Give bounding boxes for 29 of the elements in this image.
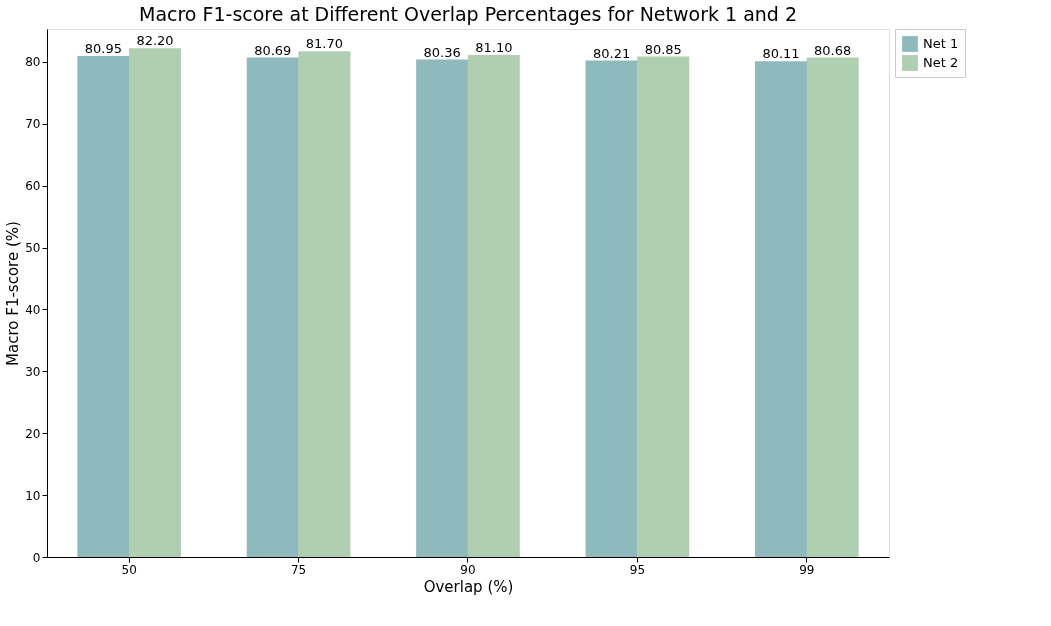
y-tick-label: 10 [25, 488, 41, 503]
y-tick-label: 60 [25, 179, 41, 194]
x-tick-label: 75 [290, 562, 307, 577]
x-axis-title: Overlap (%) [423, 577, 514, 596]
data-label: 81.70 [305, 36, 344, 52]
chart-title: Macro F1-score at Different Overlap Percentages for Network 1 and 2 [138, 2, 798, 25]
data-label: 82.20 [136, 33, 174, 49]
data-label: 80.85 [644, 41, 682, 57]
x-tick-label: 50 [121, 562, 137, 577]
x-tick-label: 90 [460, 562, 476, 577]
data-label: 80.68 [814, 42, 852, 58]
data-label: 80.95 [84, 40, 122, 56]
data-label: 81.10 [475, 40, 513, 55]
data-label: 80.36 [423, 44, 461, 60]
legend-label: Net 1 [923, 36, 959, 51]
y-tick-label: 20 [25, 426, 41, 441]
y-tick-label: 0 [32, 550, 41, 565]
data-label: 80.69 [254, 42, 292, 58]
y-axis-title: Macro F1-score (%) [4, 221, 23, 366]
y-tick-label: 70 [25, 117, 41, 132]
y-tick-label: 80 [25, 55, 41, 70]
x-tick-label: 95 [629, 562, 646, 577]
y-tick-label: 30 [25, 364, 41, 379]
x-tick-label: 99 [799, 562, 815, 577]
data-label: 80.11 [762, 46, 800, 62]
y-tick-label: 50 [25, 241, 41, 255]
y-tick-label: 40 [25, 302, 41, 317]
data-label: 80.21 [592, 45, 631, 61]
legend-label: Net 2 [923, 55, 959, 70]
